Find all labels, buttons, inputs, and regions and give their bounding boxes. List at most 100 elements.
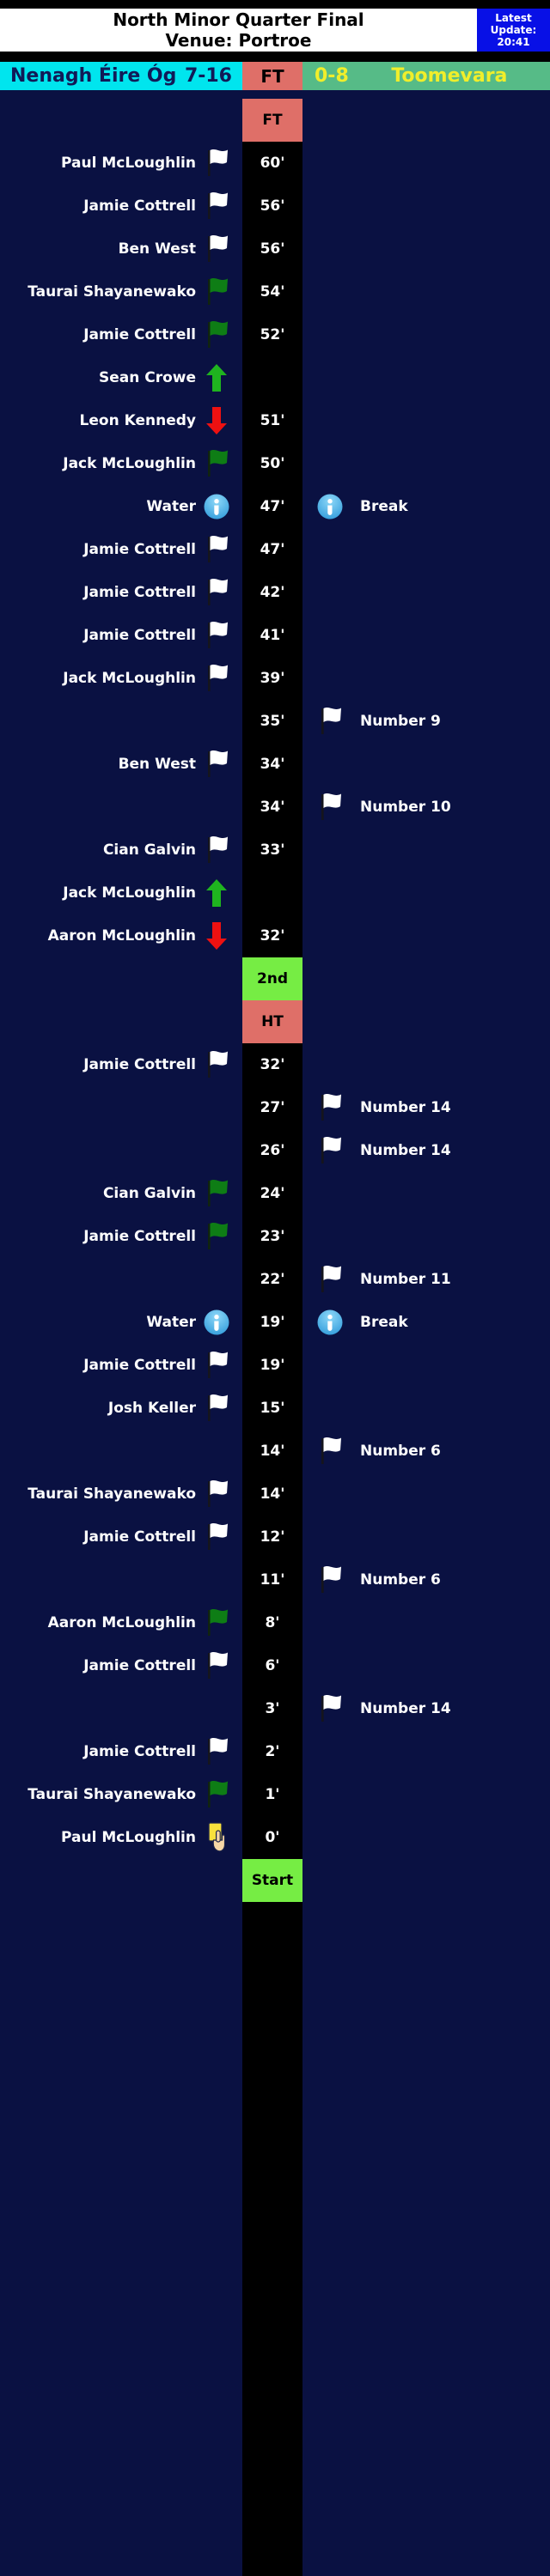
- event-time: 2': [242, 1730, 302, 1773]
- away-event-cell: [302, 571, 550, 614]
- scoreboard: Nenagh Éire Óg 7-16 FT 0-8 Toomevara: [0, 62, 550, 90]
- info-icon: [204, 494, 229, 519]
- home-event-cell: Taurai Shayanewako: [0, 1773, 242, 1816]
- timeline-event-row: Jack McLoughlin: [0, 872, 550, 914]
- home-event-cell: [0, 786, 242, 829]
- away-event-text: Number 11: [360, 1271, 451, 1288]
- home-event-cell: Jamie Cottrell: [0, 185, 242, 228]
- green-flag-icon: [204, 1176, 229, 1211]
- timeline-event-row: 3' Number 14: [0, 1687, 550, 1730]
- home-event-text: Jamie Cottrell: [83, 1743, 196, 1760]
- white-flag-icon: [204, 146, 229, 180]
- away-event-cell: [302, 356, 550, 399]
- event-time: 51': [242, 399, 302, 442]
- event-time: 24': [242, 1172, 302, 1215]
- event-time: [242, 872, 302, 914]
- latest-update-badge: Latest Update: 20:41: [477, 9, 550, 52]
- home-event-cell: Aaron McLoughlin: [0, 1601, 242, 1644]
- white-flag-icon: [317, 1434, 343, 1468]
- away-score: 0-8: [315, 65, 349, 87]
- home-event-cell: Jamie Cottrell: [0, 1043, 242, 1086]
- away-event-cell: [302, 1730, 550, 1773]
- away-event-cell: [302, 1043, 550, 1086]
- home-event-text: Jack McLoughlin: [63, 884, 196, 902]
- match-title: North Minor Quarter Final: [113, 9, 364, 30]
- home-event-text: Water: [146, 1314, 196, 1331]
- period-marker-2nd: 2nd: [242, 957, 302, 1000]
- away-event-text: Break: [360, 498, 408, 515]
- event-time: 23': [242, 1215, 302, 1258]
- event-time: [242, 356, 302, 399]
- home-event-cell: Jamie Cottrell: [0, 571, 242, 614]
- away-event-cell: [302, 1601, 550, 1644]
- home-event-cell: Water: [0, 485, 242, 528]
- white-flag-icon: [317, 1692, 343, 1726]
- home-event-text: Sean Crowe: [98, 369, 196, 386]
- sub-on-arrow-icon: [204, 363, 229, 392]
- event-time: 39': [242, 657, 302, 700]
- timeline-event-row: Taurai Shayanewako 1': [0, 1773, 550, 1816]
- home-event-cell: Jamie Cottrell: [0, 1344, 242, 1387]
- away-event-cell: [302, 872, 550, 914]
- home-score: 7-16: [184, 65, 232, 87]
- timeline-event-row: 22' Number 11: [0, 1258, 550, 1301]
- event-time: 27': [242, 1086, 302, 1129]
- green-flag-icon: [204, 447, 229, 481]
- event-time: 34': [242, 786, 302, 829]
- match-venue: Venue: Portroe: [165, 30, 312, 51]
- white-flag-icon: [204, 1477, 229, 1511]
- home-event-text: Ben West: [118, 756, 196, 773]
- away-team-name: Toomevara: [391, 65, 508, 87]
- timeline-event-row: Aaron McLoughlin 8': [0, 1601, 550, 1644]
- white-flag-icon: [204, 1735, 229, 1769]
- home-event-cell: Aaron McLoughlin: [0, 914, 242, 957]
- home-event-text: Jamie Cottrell: [83, 1657, 196, 1674]
- away-event-cell: [302, 270, 550, 313]
- away-event-cell: [302, 614, 550, 657]
- home-event-cell: Paul McLoughlin: [0, 142, 242, 185]
- timeline-event-row: Ben West 34': [0, 743, 550, 786]
- sub-off-arrow-icon: [204, 921, 229, 951]
- timeline-event-row: Jamie Cottrell 52': [0, 313, 550, 356]
- home-event-cell: Taurai Shayanewako: [0, 270, 242, 313]
- home-event-text: Cian Galvin: [102, 1185, 196, 1202]
- away-event-cell: [302, 399, 550, 442]
- timeline-event-row: Water 19' Break: [0, 1301, 550, 1344]
- home-event-cell: [0, 1687, 242, 1730]
- white-flag-icon: [204, 618, 229, 653]
- event-time: 56': [242, 185, 302, 228]
- away-event-text: Number 9: [360, 713, 441, 730]
- white-flag-icon: [204, 575, 229, 610]
- timeline-event-row: Cian Galvin 33': [0, 829, 550, 872]
- away-event-text: Number 10: [360, 799, 451, 816]
- white-flag-icon: [317, 1091, 343, 1125]
- match-header: North Minor Quarter Final Venue: Portroe…: [0, 9, 550, 52]
- away-event-cell: Number 10: [302, 786, 550, 829]
- away-event-cell: [302, 1816, 550, 1859]
- home-event-cell: Jamie Cottrell: [0, 1215, 242, 1258]
- white-flag-icon: [317, 704, 343, 738]
- event-time: 42': [242, 571, 302, 614]
- home-event-text: Jamie Cottrell: [83, 541, 196, 558]
- white-flag-icon: [204, 532, 229, 567]
- away-event-cell: [302, 657, 550, 700]
- white-flag-icon: [204, 232, 229, 266]
- home-event-cell: Jamie Cottrell: [0, 1730, 242, 1773]
- timeline-event-row: 26' Number 14: [0, 1129, 550, 1172]
- white-flag-icon: [204, 747, 229, 781]
- home-event-text: Jamie Cottrell: [83, 1228, 196, 1245]
- green-flag-icon: [204, 1219, 229, 1254]
- period-row: 2nd: [0, 957, 550, 1000]
- white-flag-icon: [317, 790, 343, 824]
- event-time: 1': [242, 1773, 302, 1816]
- home-event-text: Jamie Cottrell: [83, 197, 196, 215]
- white-flag-icon: [204, 189, 229, 223]
- away-event-cell: Number 14: [302, 1129, 550, 1172]
- info-icon: [204, 1309, 229, 1335]
- period-marker-start: Start: [242, 1859, 302, 1902]
- event-time: 6': [242, 1644, 302, 1687]
- white-flag-icon: [204, 661, 229, 696]
- away-event-cell: [302, 1344, 550, 1387]
- timeline-event-row: Jamie Cottrell 32': [0, 1043, 550, 1086]
- away-event-cell: [302, 829, 550, 872]
